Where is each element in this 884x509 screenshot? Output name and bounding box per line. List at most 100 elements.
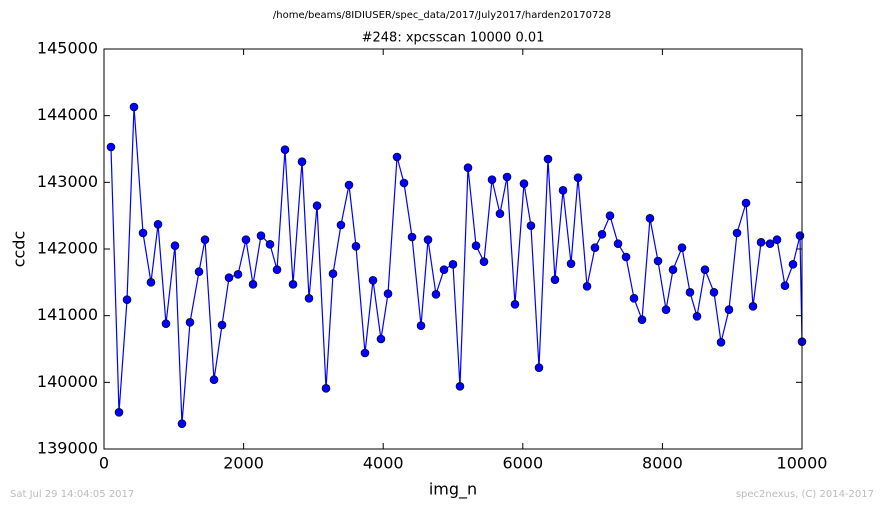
data-point <box>455 382 465 391</box>
data-point <box>741 198 751 208</box>
x-tick-label: 10000 <box>777 454 828 473</box>
data-point <box>376 334 386 344</box>
data-point <box>692 312 702 321</box>
data-point <box>392 152 402 162</box>
data-point <box>129 102 139 112</box>
data-point <box>668 265 678 274</box>
data-point <box>653 256 663 266</box>
data-point <box>217 320 227 330</box>
data-point <box>146 278 156 287</box>
data-point <box>233 270 243 279</box>
data-point <box>224 273 234 282</box>
data-point <box>360 348 370 358</box>
data-point <box>336 220 346 230</box>
suptitle: /home/beams/8IDIUSER/spec_data/2017/July… <box>273 10 611 21</box>
x-tick-label: 4000 <box>363 454 404 473</box>
data-point <box>297 157 307 166</box>
data-point <box>629 294 639 303</box>
data-point <box>256 231 266 240</box>
data-point <box>582 282 592 291</box>
data-point <box>170 241 180 250</box>
data-point <box>194 267 204 276</box>
x-tick-label: 2000 <box>223 454 264 473</box>
footer-right: spec2nexus, (C) 2014-2017 <box>736 489 874 500</box>
data-point <box>772 235 782 244</box>
data-point <box>677 243 687 252</box>
data-point <box>732 228 742 238</box>
data-point <box>439 265 449 274</box>
data-point <box>502 172 512 182</box>
data-point <box>248 280 258 289</box>
data-point <box>558 186 568 195</box>
data-point <box>621 252 631 262</box>
data-point <box>209 375 219 384</box>
data-point <box>312 201 322 210</box>
data-point <box>153 220 163 229</box>
data-point <box>368 276 378 285</box>
data-point <box>241 235 251 244</box>
data-point <box>661 305 671 314</box>
data-point <box>448 260 458 269</box>
data-point <box>534 363 544 372</box>
data-point <box>479 257 489 266</box>
data-point <box>716 338 726 347</box>
data-point <box>272 265 282 274</box>
data-point <box>177 419 187 428</box>
data-point <box>795 231 805 240</box>
y-tick-label: 140000 <box>37 372 98 391</box>
plot-frame <box>103 48 803 450</box>
y-tick-label: 142000 <box>37 239 98 258</box>
data-point <box>526 221 536 230</box>
data-point <box>566 259 576 268</box>
y-tick-label: 144000 <box>37 105 98 124</box>
data-point <box>280 145 290 154</box>
data-point <box>487 175 497 184</box>
data-point <box>543 154 553 164</box>
x-tick-label: 0 <box>99 454 109 473</box>
footer-left: Sat Jul 29 14:04:05 2017 <box>10 489 134 500</box>
data-point <box>550 275 560 284</box>
data-point <box>328 269 338 278</box>
data-point <box>495 209 505 218</box>
data-point <box>383 289 393 298</box>
data-point <box>788 260 798 269</box>
data-point <box>344 180 354 190</box>
data-point <box>138 228 148 238</box>
y-tick-label: 143000 <box>37 172 98 191</box>
data-point <box>613 239 623 248</box>
x-tick-label: 8000 <box>642 454 683 473</box>
data-point <box>321 384 331 393</box>
data-point <box>416 321 426 330</box>
data-point <box>685 288 695 297</box>
data-point <box>709 288 719 297</box>
data-point <box>765 239 775 248</box>
data-point <box>573 173 583 182</box>
data-point <box>106 142 116 152</box>
data-point <box>590 243 600 252</box>
data-point <box>756 238 766 247</box>
data-point <box>423 235 433 244</box>
data-point <box>114 408 124 417</box>
data-point <box>200 235 210 244</box>
data-point <box>288 280 298 289</box>
data-point <box>700 265 710 274</box>
data-point <box>645 214 655 223</box>
data-point <box>605 211 615 220</box>
data-point <box>724 305 734 314</box>
x-tick-label: 6000 <box>502 454 543 473</box>
data-point <box>748 302 758 311</box>
y-axis-label: ccdc <box>10 231 29 268</box>
y-tick-label: 145000 <box>37 39 98 58</box>
data-point <box>407 232 417 242</box>
data-point <box>399 178 409 188</box>
data-point <box>463 163 473 172</box>
x-axis-label: img_n <box>429 480 477 500</box>
data-point <box>637 315 647 324</box>
data-point <box>161 319 171 328</box>
data-point <box>519 179 529 188</box>
data-point <box>351 242 361 251</box>
data-point <box>471 241 481 250</box>
data-point <box>510 300 520 309</box>
